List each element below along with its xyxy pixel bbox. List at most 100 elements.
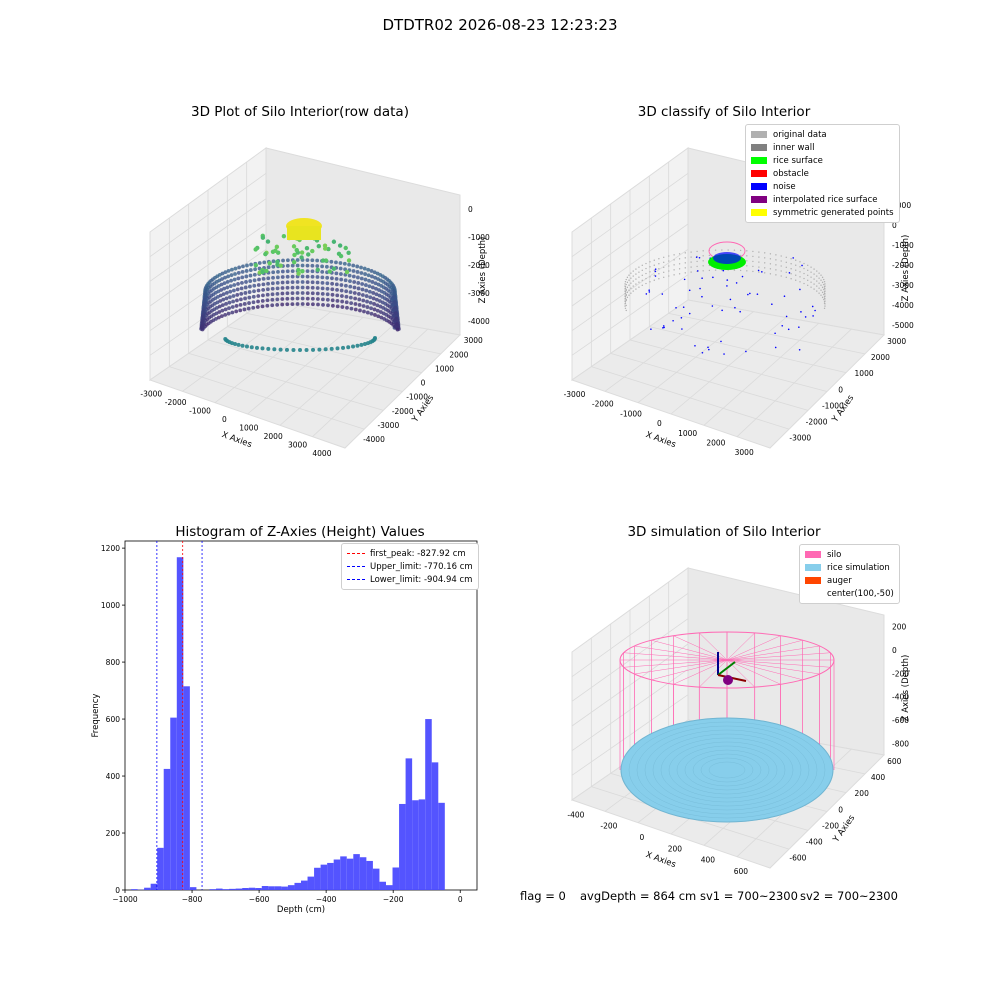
sim-z-tick: 0 xyxy=(892,646,897,655)
legend-swatch xyxy=(751,144,767,151)
raw-y-tick: 3000 xyxy=(464,336,483,345)
cls-point xyxy=(702,260,704,262)
raw-point xyxy=(363,283,368,287)
raw-point xyxy=(260,235,266,240)
cls-noise-point xyxy=(688,312,691,315)
cls-x-tick: 3000 xyxy=(735,448,754,457)
raw-point xyxy=(216,315,221,320)
cls-point xyxy=(638,286,640,288)
raw-point xyxy=(265,239,271,244)
sim-y-tick: 0 xyxy=(838,805,843,814)
raw-point xyxy=(227,295,232,300)
legend-item: noise xyxy=(751,180,894,193)
raw-point xyxy=(248,268,253,272)
sim-y-tick: 600 xyxy=(887,757,902,766)
raw-x-tick: 1000 xyxy=(239,424,258,433)
legend-upper-limit: Upper_limit: -770.16 cm xyxy=(347,560,473,573)
cls-noise-point xyxy=(787,328,790,331)
raw-point xyxy=(320,280,325,285)
raw-point xyxy=(285,274,290,279)
raw-point xyxy=(245,263,249,268)
raw-point xyxy=(234,309,239,314)
raw-point xyxy=(346,258,352,263)
raw-top-cluster xyxy=(287,226,321,240)
cls-point xyxy=(641,279,643,282)
raw-point xyxy=(236,282,240,286)
raw-point xyxy=(223,307,228,312)
simulation-legend: silo rice simulation auger center(100,-50) xyxy=(799,544,900,604)
raw-point xyxy=(362,309,366,314)
cls-point xyxy=(823,301,826,303)
legend-swatch xyxy=(751,157,767,164)
sim-rice-mesh xyxy=(628,721,826,819)
hist-bar xyxy=(176,557,184,890)
raw-point xyxy=(351,274,356,279)
raw-point xyxy=(356,281,361,285)
raw-point xyxy=(214,311,219,316)
hist-bar xyxy=(399,803,406,890)
cls-noise-point xyxy=(799,288,801,291)
raw-point xyxy=(252,289,256,294)
cls-point xyxy=(803,272,805,275)
raw-x-tick: 0 xyxy=(222,415,227,424)
cls-point xyxy=(624,307,627,309)
cls-point xyxy=(649,266,651,268)
hist-bar xyxy=(281,886,288,890)
raw-point xyxy=(338,261,343,265)
raw-point xyxy=(257,277,261,282)
raw-point xyxy=(370,285,375,290)
raw-point xyxy=(334,271,339,276)
raw-point xyxy=(371,296,376,301)
raw-point xyxy=(304,246,310,251)
cls-noise-point xyxy=(726,279,729,281)
raw-point xyxy=(344,269,350,275)
raw-point xyxy=(248,273,253,278)
raw-point xyxy=(373,275,378,280)
cls-point xyxy=(635,283,637,285)
cls-noise-point xyxy=(701,277,703,279)
sim-rice-mesh xyxy=(692,753,762,787)
cls-point xyxy=(673,259,675,261)
raw-point xyxy=(291,244,297,249)
raw-point xyxy=(310,285,315,290)
cls-grid xyxy=(571,274,689,356)
cls-point xyxy=(624,293,626,295)
raw-point xyxy=(226,311,231,316)
flag-text: flag = 0 xyxy=(520,889,566,903)
raw-point xyxy=(368,300,373,305)
cls-point xyxy=(635,268,637,270)
raw-point xyxy=(222,286,227,291)
cls-point xyxy=(775,254,777,256)
raw-point xyxy=(285,269,290,274)
cls-point xyxy=(696,250,698,253)
raw-point xyxy=(236,342,241,347)
raw-point xyxy=(223,275,227,280)
raw-point xyxy=(285,263,290,268)
cls-noise-point xyxy=(654,270,657,273)
cls-point xyxy=(790,278,792,280)
raw-point xyxy=(229,273,234,278)
cls-point xyxy=(690,261,692,263)
cls-point xyxy=(658,263,660,265)
hist-y-tick: 0 xyxy=(115,886,120,895)
raw-point xyxy=(376,314,381,319)
cls-point xyxy=(684,252,686,254)
cls-noise-point xyxy=(661,293,664,295)
cls-point xyxy=(769,263,772,265)
raw-point xyxy=(223,270,228,275)
raw-point xyxy=(325,286,330,291)
cls-point xyxy=(663,276,665,279)
sim-silo-line xyxy=(726,659,820,675)
raw-point xyxy=(281,233,287,239)
cls-point xyxy=(626,286,629,289)
hist-bar xyxy=(229,888,236,890)
cls-y-tick: -1000 xyxy=(822,401,844,410)
raw-point xyxy=(339,277,344,282)
cls-noise-point xyxy=(798,326,800,328)
cls-point xyxy=(820,279,822,281)
legend-swatch xyxy=(751,131,767,138)
raw-point xyxy=(375,297,379,302)
hist-bar xyxy=(346,858,354,890)
hist-bar xyxy=(359,857,367,890)
cls-z-tick: 1000 xyxy=(892,201,911,210)
